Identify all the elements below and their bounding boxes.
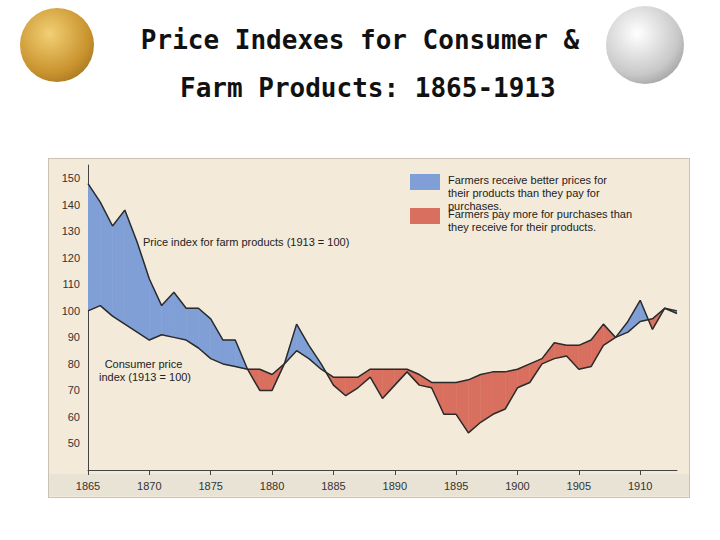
svg-text:Price Indexes for Consumer &: Price Indexes for Consumer & (141, 25, 580, 55)
svg-text:1905: 1905 (567, 480, 591, 492)
svg-text:1870: 1870 (137, 480, 161, 492)
svg-text:1895: 1895 (444, 480, 468, 492)
svg-text:Farm Products: 1865-1913: Farm Products: 1865-1913 (164, 73, 555, 103)
svg-text:Price index for farm products: Price index for farm products (1913 = 10… (143, 236, 349, 248)
svg-text:150: 150 (62, 172, 80, 184)
svg-text:140: 140 (62, 199, 80, 211)
svg-text:Farmers receive better prices: Farmers receive better prices for (448, 174, 610, 186)
svg-text:1880: 1880 (260, 480, 284, 492)
svg-text:70: 70 (68, 384, 80, 396)
svg-text:1890: 1890 (383, 480, 407, 492)
svg-text:50: 50 (68, 437, 80, 449)
svg-text:index (1913 = 100): index (1913 = 100) (99, 371, 191, 383)
svg-text:1885: 1885 (321, 480, 345, 492)
svg-text:1910: 1910 (628, 480, 652, 492)
svg-text:110: 110 (62, 278, 80, 290)
svg-text:90: 90 (68, 331, 80, 343)
svg-text:130: 130 (62, 225, 80, 237)
svg-text:100: 100 (62, 305, 80, 317)
svg-text:60: 60 (68, 411, 80, 423)
svg-text:1900: 1900 (505, 480, 529, 492)
svg-text:Consumer price: Consumer price (105, 358, 186, 370)
svg-text:Farmers pay more for purchases: Farmers pay more for purchases than (448, 208, 635, 220)
svg-text:1875: 1875 (198, 480, 222, 492)
svg-text:purchases.: purchases. (448, 199, 502, 212)
svg-text:120: 120 (62, 252, 80, 264)
svg-text:1865: 1865 (76, 480, 100, 492)
svg-text:their products than they pay f: their products than they pay for (448, 187, 603, 199)
svg-text:80: 80 (68, 358, 80, 370)
svg-text:they receive for their product: they receive for their products. (448, 221, 596, 233)
